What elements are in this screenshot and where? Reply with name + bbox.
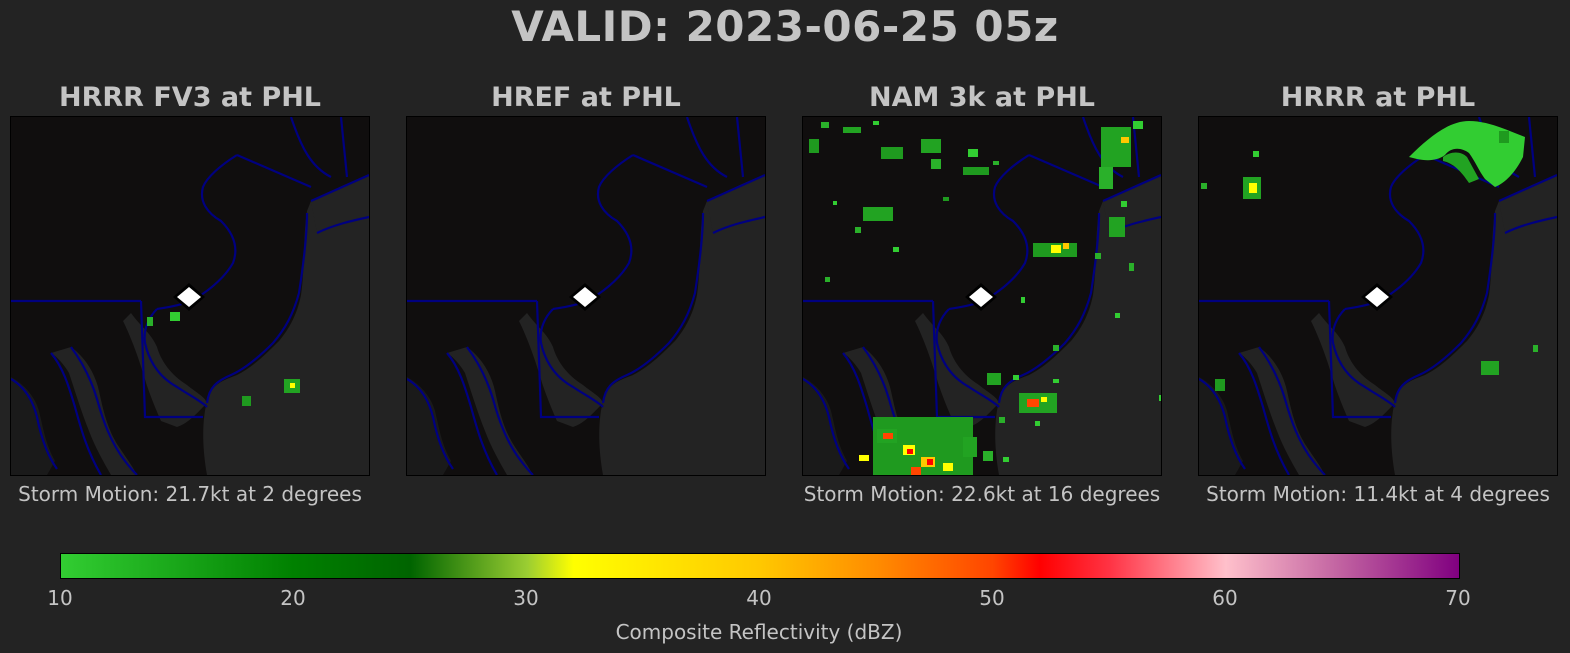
panel-hrrr-fv3: HRRR FV3 at PHL Storm Motion: 21.7kt at … bbox=[9, 80, 371, 506]
reflectivity-map[interactable] bbox=[802, 116, 1162, 476]
reflectivity-map[interactable] bbox=[1198, 116, 1558, 476]
colorbar-tick-label: 40 bbox=[746, 586, 772, 610]
panel-nam-3k: NAM 3k at PHL bbox=[801, 80, 1163, 506]
phl-station-marker bbox=[1361, 283, 1393, 311]
reflectivity-echoes bbox=[147, 312, 300, 406]
phl-station-marker bbox=[173, 283, 205, 311]
colorbar-tick-label: 60 bbox=[1212, 586, 1238, 610]
map-svg bbox=[11, 117, 369, 475]
panel-title: HREF at PHL bbox=[491, 82, 681, 113]
panel-title: NAM 3k at PHL bbox=[868, 82, 1096, 113]
map-svg bbox=[1199, 117, 1557, 475]
panel-hrrr: HRRR at PHL Storm Motion: 11.4kt at 4 d bbox=[1197, 80, 1559, 506]
phl-station-marker bbox=[965, 283, 997, 311]
colorbar-tick-label: 50 bbox=[979, 586, 1005, 610]
colorbar-label: Composite Reflectivity (dBZ) bbox=[615, 620, 903, 644]
map-svg bbox=[803, 117, 1161, 475]
reflectivity-colorbar bbox=[60, 553, 1460, 579]
colorbar-tick-label: 30 bbox=[513, 586, 539, 610]
valid-time-title: VALID: 2023-06-25 05z bbox=[511, 2, 1059, 51]
reflectivity-echoes bbox=[809, 121, 1161, 475]
storm-motion-text: Storm Motion: 22.6kt at 16 degrees bbox=[803, 482, 1161, 506]
panel-title: HRRR FV3 at PHL bbox=[58, 82, 321, 113]
reflectivity-map[interactable] bbox=[406, 116, 766, 476]
colorbar-tick-label: 10 bbox=[47, 586, 73, 610]
reflectivity-map[interactable] bbox=[10, 116, 370, 476]
reflectivity-echoes bbox=[1201, 121, 1538, 391]
panel-href: HREF at PHL bbox=[405, 80, 767, 476]
storm-motion-text: Storm Motion: 21.7kt at 2 degrees bbox=[18, 482, 362, 506]
panel-title: HRRR at PHL bbox=[1280, 82, 1476, 113]
storm-motion-text: Storm Motion: 11.4kt at 4 degrees bbox=[1206, 482, 1550, 506]
phl-station-marker bbox=[569, 283, 601, 311]
map-svg bbox=[407, 117, 765, 475]
colorbar-tick-label: 70 bbox=[1445, 586, 1471, 610]
colorbar-tick-label: 20 bbox=[280, 586, 306, 610]
